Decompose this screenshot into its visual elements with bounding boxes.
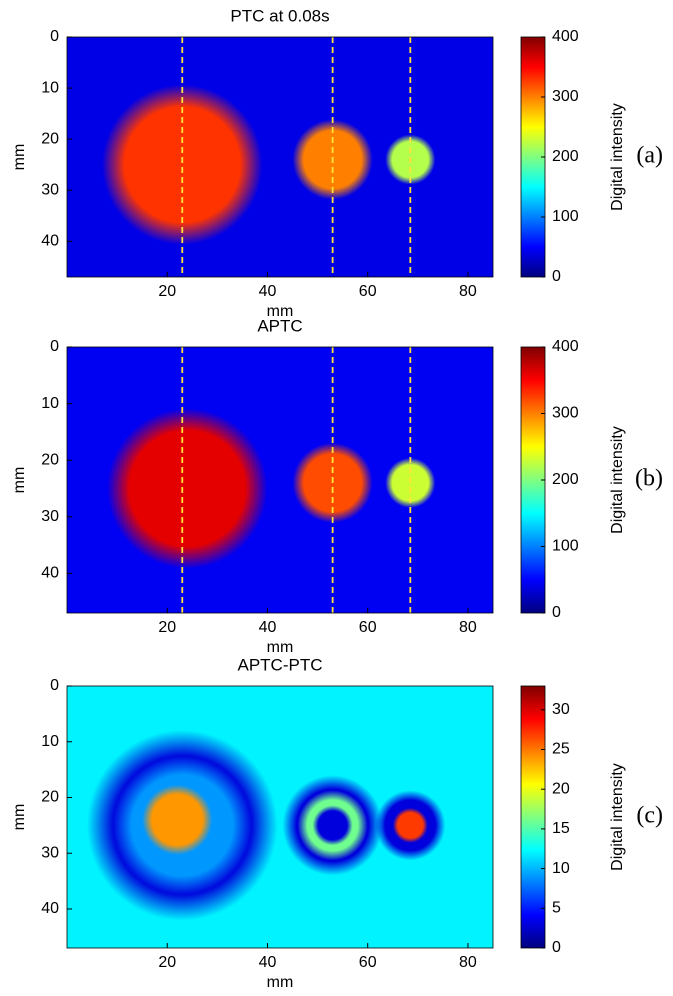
- x-tick-label: 20: [158, 954, 176, 971]
- y-tick-label: 20: [41, 789, 59, 806]
- panel-label: (b): [635, 466, 663, 492]
- colorbar-tick-label: 400: [552, 28, 579, 45]
- colorbar-tick-label: 25: [552, 741, 570, 758]
- x-tick-label: 80: [459, 283, 477, 300]
- x-tick-label: 40: [259, 954, 277, 971]
- chart-title: PTC at 0.08s: [230, 6, 329, 25]
- x-tick-label: 60: [359, 619, 377, 636]
- colorbar-tick-label: 200: [552, 148, 579, 165]
- colorbar-label: Digital intensity: [609, 103, 626, 211]
- colorbar-tick-label: 300: [552, 405, 579, 422]
- y-axis-label: mm: [11, 804, 28, 831]
- y-tick-label: 20: [41, 451, 59, 468]
- x-axis-label: mm: [267, 303, 294, 320]
- y-tick-label: 40: [41, 565, 59, 582]
- x-tick-label: 80: [459, 619, 477, 636]
- y-axis-label: mm: [11, 467, 28, 494]
- heat-spot: [392, 807, 428, 843]
- panel-label: (a): [636, 143, 663, 169]
- y-tick-label: 30: [41, 508, 59, 525]
- colorbar-label: Digital intensity: [609, 763, 626, 871]
- colorbar-tick-label: 400: [552, 338, 579, 355]
- y-tick-label: 40: [41, 900, 59, 917]
- x-axis-label: mm: [267, 974, 294, 991]
- y-tick-label: 0: [50, 28, 59, 45]
- x-tick-label: 20: [158, 283, 176, 300]
- heat-spot: [312, 805, 353, 846]
- y-tick-label: 10: [41, 733, 59, 750]
- x-axis-label: mm: [267, 639, 294, 656]
- colorbar-tick-label: 0: [552, 604, 561, 621]
- y-tick-label: 0: [50, 677, 59, 694]
- y-tick-label: 30: [41, 181, 59, 198]
- y-tick-label: 10: [41, 79, 59, 96]
- colorbar-tick-label: 0: [552, 939, 561, 956]
- heat-spot: [107, 408, 268, 569]
- y-axis-label: mm: [11, 144, 28, 171]
- y-tick-label: 0: [50, 338, 59, 355]
- colorbar-tick-label: 20: [552, 780, 570, 797]
- x-tick-label: 20: [158, 619, 176, 636]
- colorbar-tick-label: 100: [552, 538, 579, 555]
- heatmap: [67, 347, 493, 613]
- x-tick-label: 80: [459, 954, 477, 971]
- plot-frame: [66, 685, 494, 949]
- chart-title: APTC-PTC: [238, 655, 323, 674]
- colorbar-tick-label: 100: [552, 208, 579, 225]
- x-tick-label: 40: [259, 619, 277, 636]
- y-tick-label: 40: [41, 232, 59, 249]
- colorbar-tick-label: 300: [552, 88, 579, 105]
- colorbar-tick-label: 0: [552, 268, 561, 285]
- x-tick-label: 40: [259, 283, 277, 300]
- x-tick-label: 60: [359, 283, 377, 300]
- colorbar-tick-label: 200: [552, 471, 579, 488]
- heatmap: [67, 37, 493, 277]
- y-tick-label: 20: [41, 130, 59, 147]
- y-tick-label: 10: [41, 395, 59, 412]
- colorbar-tick-label: 15: [552, 820, 570, 837]
- colorbar-tick-label: 30: [552, 701, 570, 718]
- heatmap: [67, 686, 493, 948]
- x-tick-label: 60: [359, 954, 377, 971]
- plot-frame: [66, 36, 494, 278]
- chart-title: APTC: [257, 316, 302, 335]
- heat-spot: [142, 784, 213, 855]
- colorbar-label: Digital intensity: [609, 426, 626, 534]
- colorbar-tick-label: 10: [552, 860, 570, 877]
- y-tick-label: 30: [41, 844, 59, 861]
- colorbar: [520, 685, 546, 949]
- colorbar-tick-label: 5: [552, 900, 561, 917]
- heat-spot: [102, 84, 263, 245]
- panel-label: (c): [636, 803, 663, 829]
- plot-frame: [66, 346, 494, 614]
